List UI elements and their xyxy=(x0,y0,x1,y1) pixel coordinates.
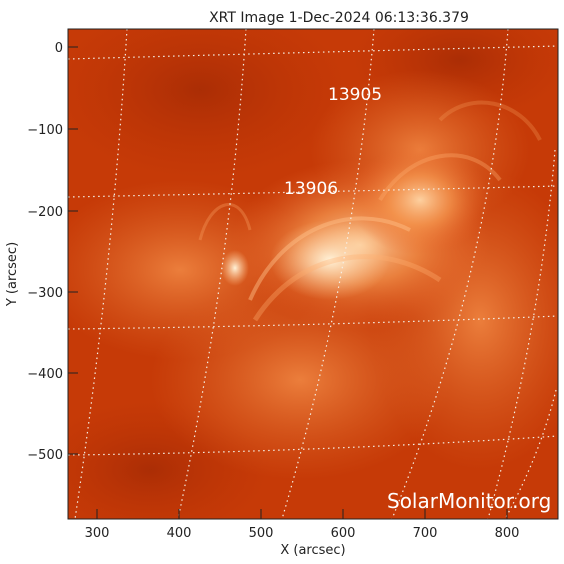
y-tick-label: −500 xyxy=(27,448,63,463)
y-tick-label: −300 xyxy=(27,286,63,301)
y-axis-label: Y (arcsec) xyxy=(5,242,20,307)
y-tick-label: −400 xyxy=(27,367,63,382)
active-region-label: 13905 xyxy=(328,85,382,105)
y-tick-label: −100 xyxy=(27,123,63,138)
bright-kernel xyxy=(221,250,249,286)
coronal-loop xyxy=(198,203,252,241)
coronal-loop xyxy=(252,254,442,322)
x-tick-label: 800 xyxy=(495,526,520,541)
image-title: XRT Image 1-Dec-2024 06:13:36.379 xyxy=(209,10,469,26)
grid-longitude-line xyxy=(74,29,128,519)
hot-loop-core xyxy=(270,220,390,300)
dark-coronal-area-top xyxy=(68,29,350,180)
active-region-bright-arcade xyxy=(350,145,490,255)
coronal-loop xyxy=(248,216,411,301)
active-region-label: 13906 xyxy=(284,179,338,199)
x-tick-label: 600 xyxy=(331,526,356,541)
x-tick-label: 300 xyxy=(85,526,110,541)
x-tick-label: 700 xyxy=(413,526,438,541)
y-axis xyxy=(68,46,78,455)
solar-image xyxy=(68,29,558,519)
coronal-loop xyxy=(438,100,542,141)
x-tick-label: 400 xyxy=(167,526,192,541)
y-tick-label: −200 xyxy=(27,205,63,220)
x-tick-label: 500 xyxy=(249,526,274,541)
plot-frame xyxy=(67,28,559,520)
watermark: SolarMonitor.org xyxy=(387,489,551,513)
coronal-loop xyxy=(378,153,502,202)
heliographic-grid xyxy=(68,29,558,519)
x-axis-label: X (arcsec) xyxy=(280,543,345,558)
y-tick-label: 0 xyxy=(55,41,63,56)
x-axis xyxy=(96,509,508,519)
